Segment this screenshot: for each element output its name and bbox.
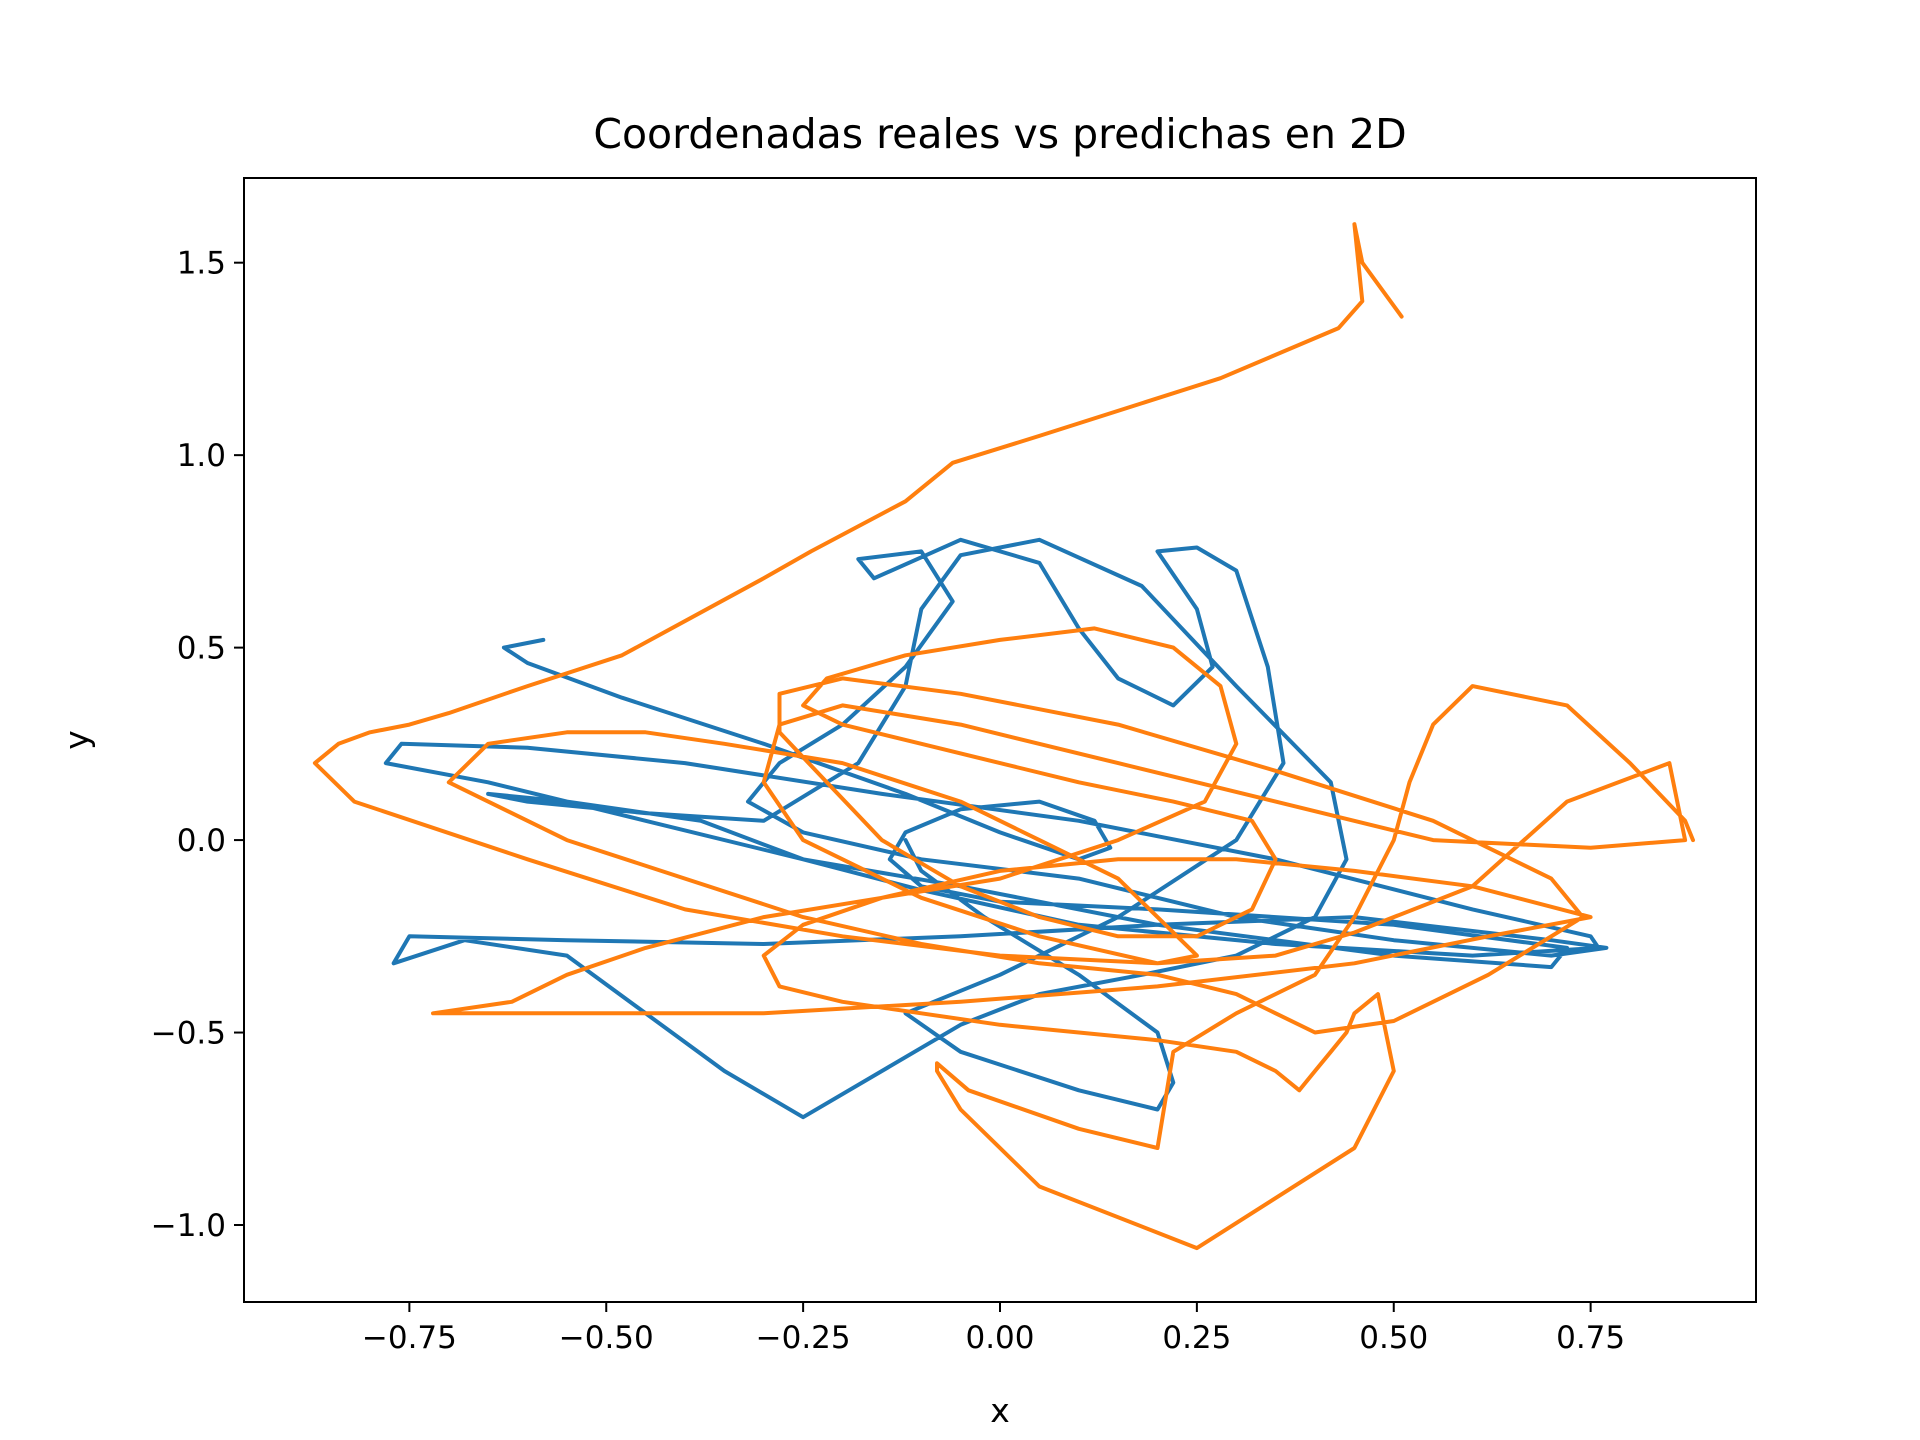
y-tick-label: 1.0 [177, 438, 226, 474]
y-tick-label: −0.5 [151, 1016, 226, 1052]
x-tick-label: 0.50 [1359, 1320, 1428, 1356]
y-tick-label: −1.0 [151, 1208, 226, 1244]
series-line-1 [383, 537, 1609, 1120]
x-axis-label: x [990, 1391, 1010, 1430]
series-layer [312, 222, 1695, 1251]
x-tick-label: −0.50 [559, 1320, 654, 1356]
x-tick-label: −0.25 [756, 1320, 851, 1356]
x-tick-label: 0.75 [1556, 1320, 1625, 1356]
y-axis-ticks: −1.0 −0.5 0.0 0.5 1.0 1.5 [151, 246, 244, 1244]
y-axis-label: y [57, 730, 96, 750]
x-axis-ticks: −0.75 −0.50 −0.25 0.00 0.25 0.50 0.75 [362, 1302, 1625, 1356]
series-line-2 [312, 222, 1695, 1251]
x-tick-label: 0.25 [1162, 1320, 1231, 1356]
plot-frame [243, 177, 1757, 1303]
chart-title: Coordenadas reales vs predichas en 2D [593, 110, 1406, 158]
x-tick-label: −0.75 [362, 1320, 457, 1356]
y-tick-label: 0.0 [177, 823, 226, 859]
x-tick-label: 0.00 [965, 1320, 1034, 1356]
y-tick-label: 0.5 [177, 631, 226, 667]
y-tick-label: 1.5 [177, 246, 226, 282]
